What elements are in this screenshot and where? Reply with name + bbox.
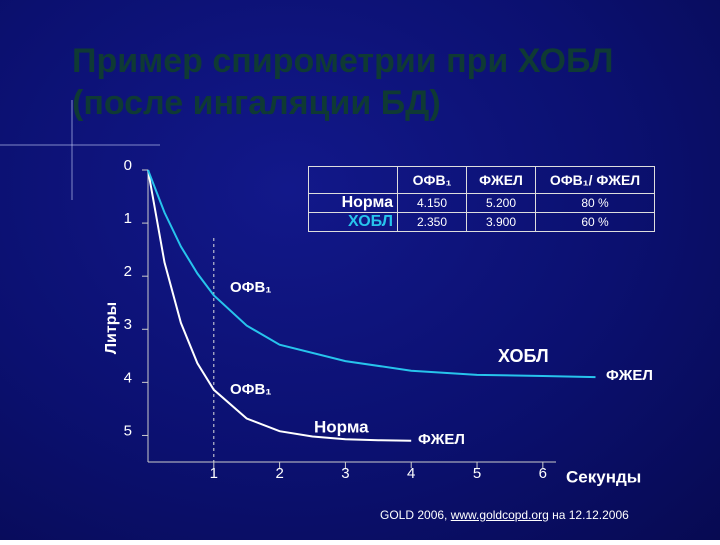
header: ОФВ₁/ ФЖЕЛ — [535, 166, 655, 194]
source: GOLD 2006, — [380, 508, 448, 522]
cell: 60 % — [535, 212, 655, 232]
row-label: ХОБЛ — [308, 212, 398, 232]
annotation: ФЖЕЛ — [606, 367, 653, 384]
cell: 5.200 — [466, 193, 536, 213]
cell: 2.350 — [397, 212, 467, 232]
y-tick-label: 1 — [124, 210, 132, 227]
x-tick-label: 3 — [341, 465, 349, 482]
y-tick-label: 5 — [124, 422, 132, 439]
x-axis-label: Секунды — [566, 467, 641, 486]
x-tick-label: 6 — [539, 465, 547, 482]
header: ФЖЕЛ — [466, 166, 536, 194]
y-tick-label: 4 — [124, 369, 132, 386]
cell: 4.150 — [397, 193, 467, 213]
table: ОФВ₁ ФЖЕЛ ОФВ₁/ ФЖЕЛ Норма 4.150 5.200 8… — [308, 166, 655, 232]
cell: 3.900 — [466, 212, 536, 232]
y-tick-label: 3 — [124, 316, 132, 333]
header: ОФВ₁ — [397, 166, 467, 194]
x-tick-label: 4 — [407, 465, 415, 482]
x-tick-label: 5 — [473, 465, 481, 482]
series-label: Норма — [314, 417, 369, 436]
series-label: ХОБЛ — [498, 346, 549, 366]
y-tick-label: 0 — [124, 157, 132, 174]
x-tick-label: 1 — [210, 465, 218, 482]
y-tick-label: 2 — [124, 263, 132, 280]
title: (после ингаляции БД) — [72, 84, 441, 122]
annotation: ОФВ₁ — [230, 381, 272, 398]
link[interactable]: www.goldcopd.org — [450, 508, 549, 522]
series-line — [147, 169, 412, 442]
footer: GOLD 2006, www.goldcopd.org на 12.12.200… — [380, 508, 629, 522]
y-axis-label: Литры — [103, 302, 120, 354]
row-label: Норма — [308, 193, 398, 213]
cell — [308, 166, 398, 194]
date: на 12.12.2006 — [552, 508, 629, 522]
cell: 80 % — [535, 193, 655, 213]
series-line — [147, 169, 596, 379]
title: Пример спирометрии при ХОБЛ — [72, 42, 613, 80]
x-tick-label: 2 — [275, 465, 283, 482]
annotation: ОФВ₁ — [230, 279, 272, 296]
annotation: ФЖЕЛ — [418, 431, 465, 448]
